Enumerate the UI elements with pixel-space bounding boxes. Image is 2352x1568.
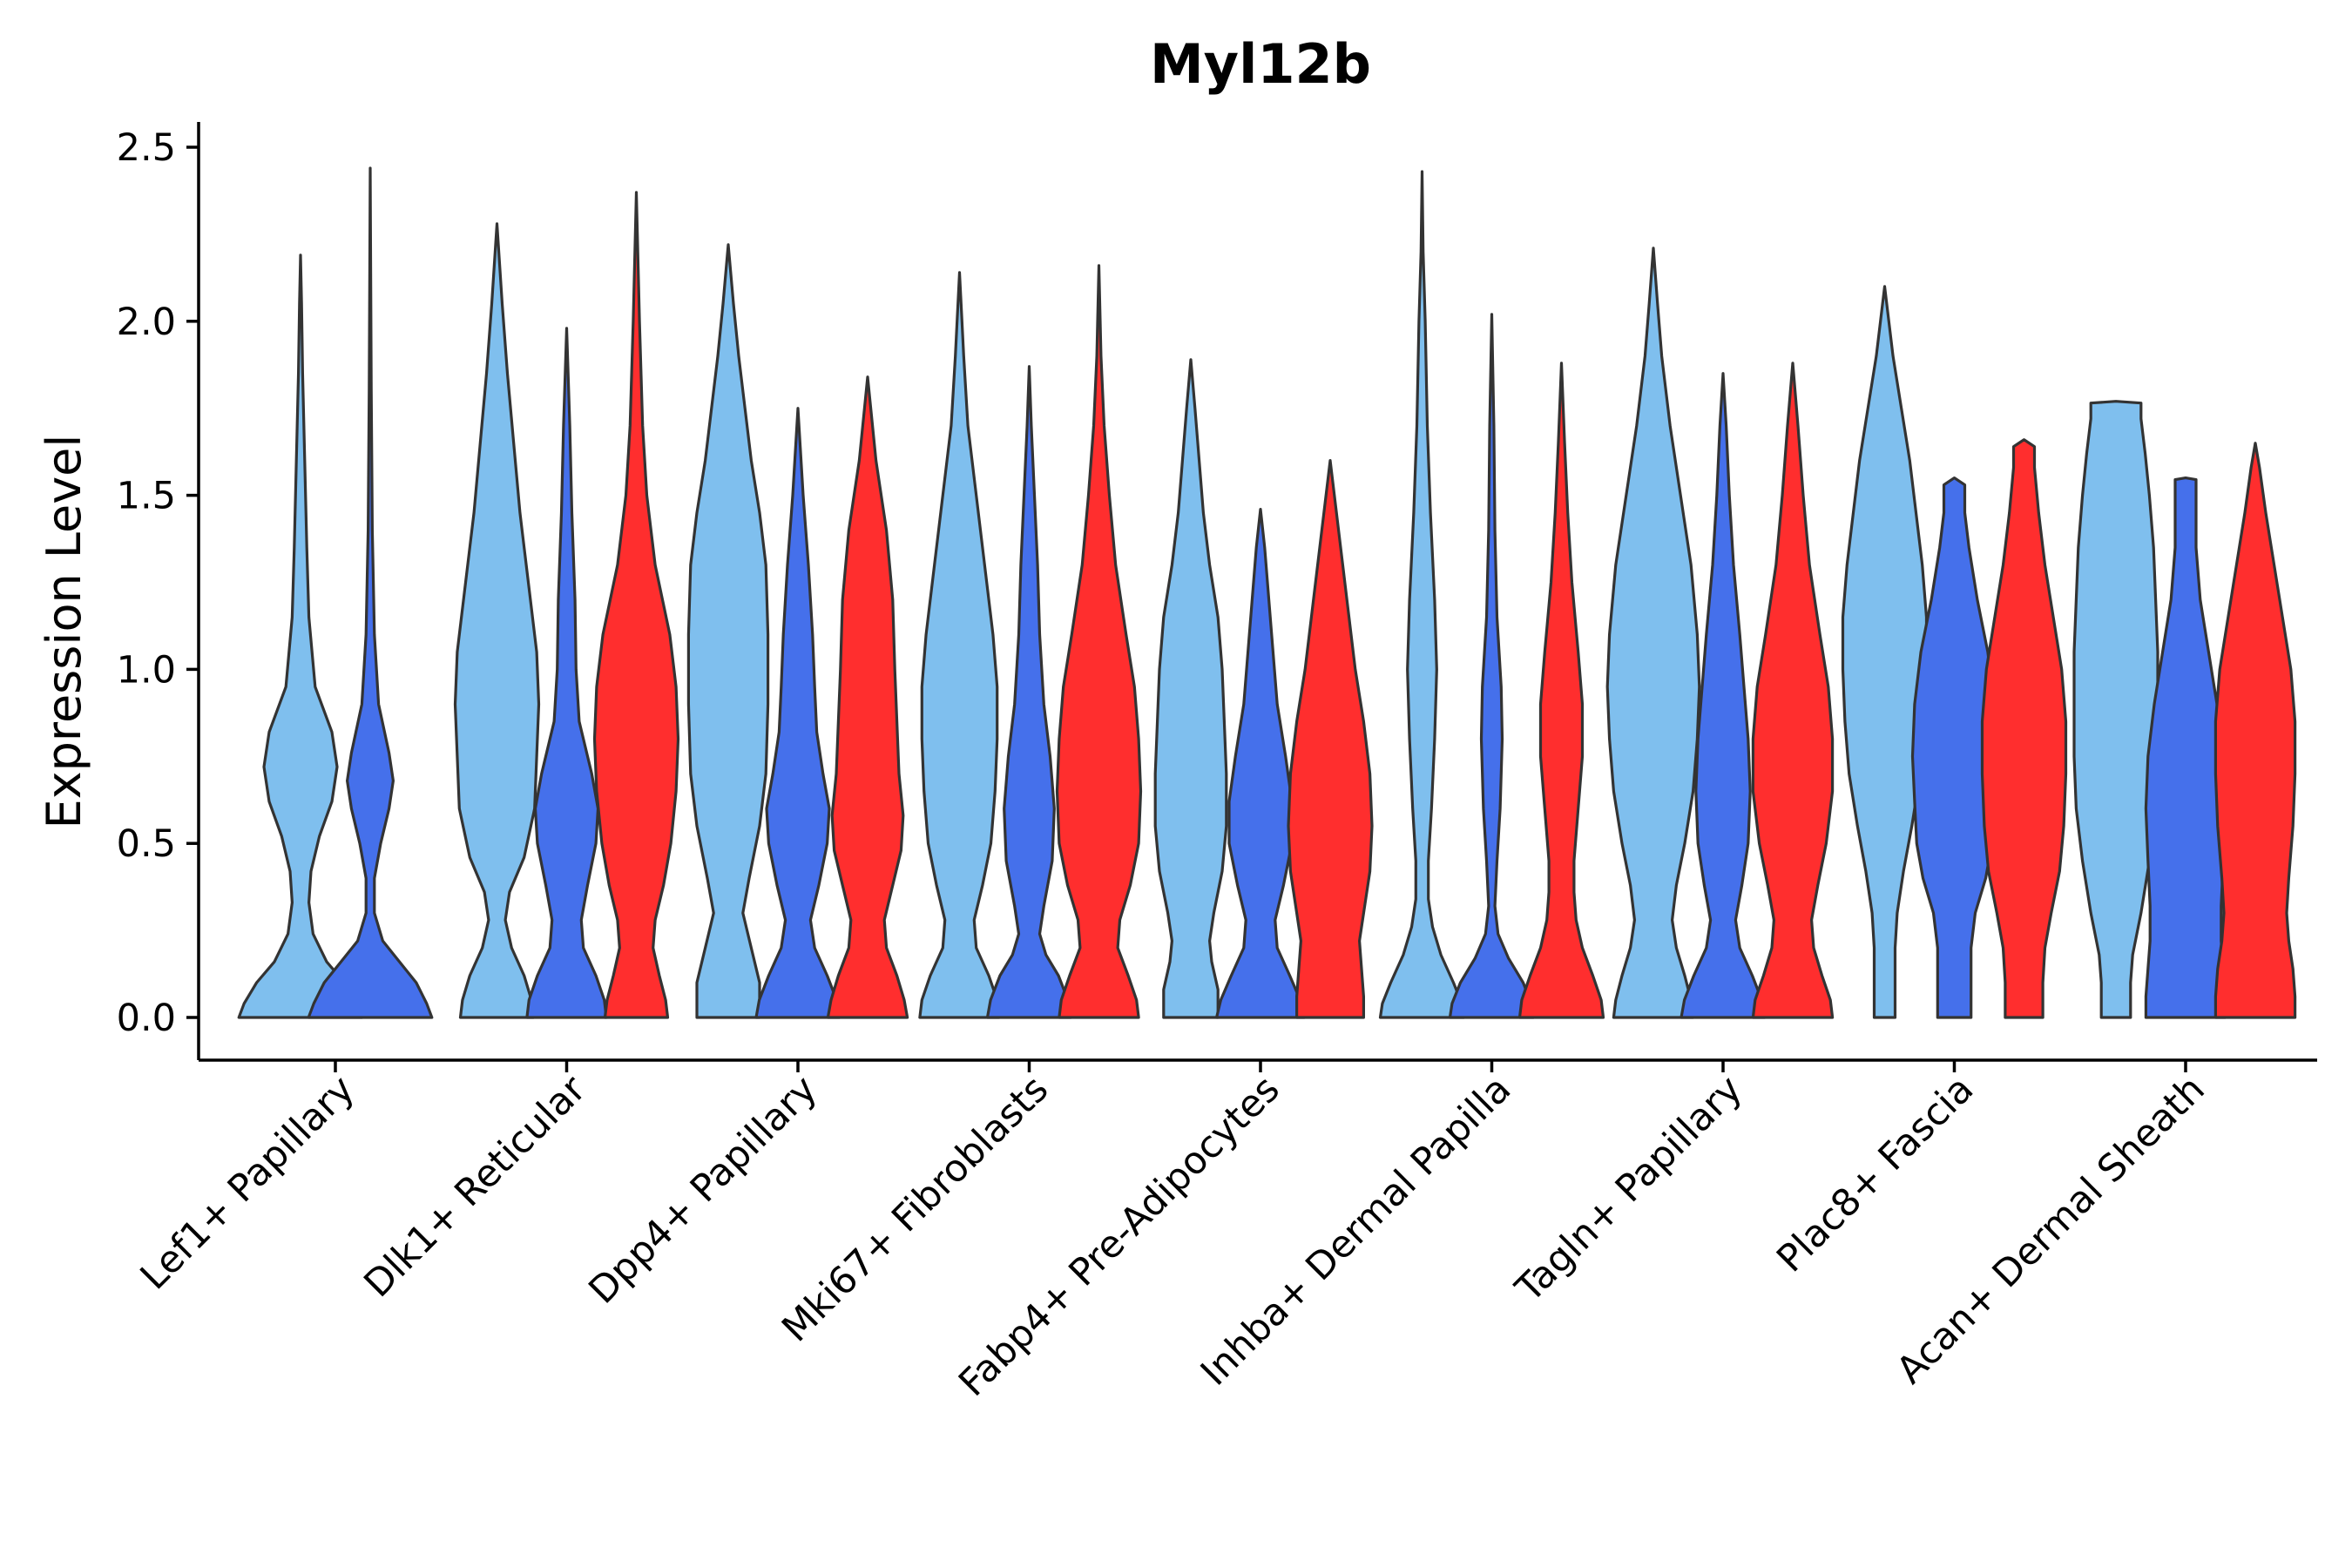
violin-9-1 — [2072, 400, 2159, 1019]
chart-title: Myl12b — [1150, 32, 1371, 96]
violin-9-3 — [2213, 442, 2297, 1019]
violin-2-2 — [525, 327, 608, 1019]
violin-4-1 — [918, 271, 1001, 1019]
y-axis-label: Expression Level — [37, 435, 91, 829]
violin-7-3 — [1751, 362, 1835, 1019]
x-category-label: Mki67+ Fibroblasts — [774, 1067, 1057, 1350]
x-category-label: Tagln+ Papillary — [1507, 1067, 1751, 1311]
y-tick-label: 0.5 — [117, 822, 176, 866]
violin-9-2 — [2144, 476, 2227, 1019]
violin-1-2 — [307, 166, 434, 1019]
y-tick-label: 2.0 — [117, 301, 176, 344]
x-category-label: Dlk1+ Reticular — [356, 1067, 595, 1306]
violin-3-3 — [826, 375, 909, 1019]
violin-8-3 — [1980, 438, 2068, 1019]
violin-5-2 — [1215, 508, 1306, 1019]
x-category-label: Plac8+ Fascia — [1768, 1067, 1982, 1281]
y-tick-label: 1.0 — [117, 648, 176, 692]
violin-4-3 — [1055, 264, 1143, 1019]
violin-8-1 — [1841, 285, 1929, 1019]
violin-3-1 — [686, 243, 770, 1019]
violin-6-1 — [1378, 170, 1466, 1019]
y-tick-label: 0.0 — [117, 997, 176, 1040]
x-category-label: Dpp4+ Papillary — [581, 1067, 826, 1312]
violin-5-1 — [1153, 358, 1228, 1019]
violin-4-2 — [985, 365, 1073, 1019]
violin-5-3 — [1287, 459, 1374, 1019]
y-tick-label: 2.5 — [117, 126, 176, 170]
violin-3-2 — [754, 407, 841, 1019]
x-category-label: Lef1+ Papillary — [132, 1067, 363, 1298]
violin-layer — [237, 166, 2297, 1019]
violin-7-2 — [1680, 372, 1767, 1019]
violin-1-1 — [237, 253, 364, 1019]
y-tick-label: 1.5 — [117, 475, 176, 518]
violin-6-3 — [1517, 362, 1605, 1019]
violin-2-3 — [592, 191, 680, 1019]
violin-6-2 — [1448, 313, 1536, 1019]
violin-7-1 — [1605, 247, 1701, 1019]
violin-2-1 — [453, 222, 541, 1019]
